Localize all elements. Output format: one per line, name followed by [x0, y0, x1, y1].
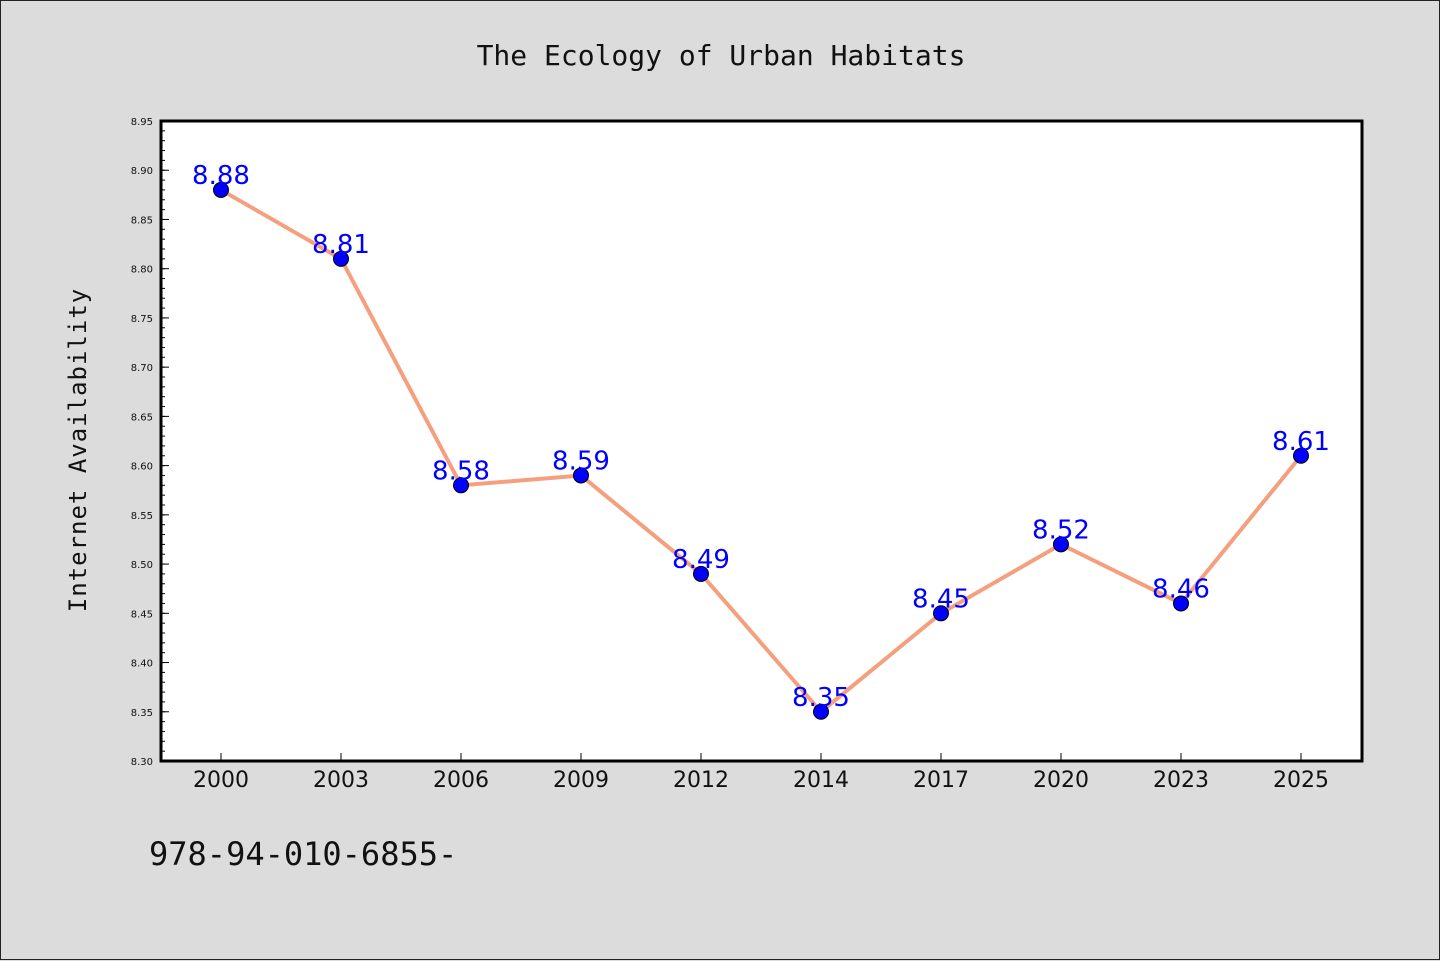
data-label: 8.58	[432, 456, 490, 486]
y-tick-label: 8.45	[131, 609, 153, 620]
data-point	[453, 477, 469, 494]
y-axis-ticks: 8.30 8.35 8.40 8.45 8.50 8.55 8.60 8.65 8.70 8.75…	[131, 117, 169, 768]
data-label: 8.81	[312, 230, 370, 260]
x-tick-label: 2014	[793, 768, 849, 793]
data-label: 8.88	[192, 161, 250, 191]
x-tick-label: 2025	[1273, 768, 1329, 793]
y-tick-label: 8.55	[131, 511, 153, 522]
y-axis-label: Internet Availability	[64, 288, 92, 612]
x-tick-label: 2012	[673, 768, 729, 793]
data-point	[1173, 595, 1189, 612]
x-tick-label: 2003	[313, 768, 369, 793]
data-label: 8.61	[1272, 427, 1330, 457]
y-tick-label: 8.80	[131, 265, 153, 276]
series-line	[220, 188, 1303, 714]
data-point	[693, 565, 709, 582]
data-point	[1053, 536, 1069, 553]
x-axis-ticks: 2000 2003 2006 2009 2012 2014 2017 2020 2023 2025	[193, 753, 1329, 793]
chart-title: The Ecology of Urban Habitats	[477, 39, 966, 72]
data-label: 8.45	[912, 584, 970, 614]
data-point	[813, 703, 829, 720]
y-tick-label: 8.65	[131, 412, 153, 423]
data-label: 8.59	[552, 446, 610, 476]
x-tick-label: 2017	[913, 768, 969, 793]
x-tick-label: 2006	[433, 768, 489, 793]
x-tick-label: 2009	[553, 768, 609, 793]
data-label: 8.46	[1152, 574, 1210, 604]
series-line-group	[213, 181, 1309, 720]
data-point	[1293, 447, 1309, 464]
y-tick-label: 8.85	[131, 215, 153, 226]
data-point	[573, 467, 589, 484]
data-label: 8.35	[792, 683, 850, 713]
y-tick-label: 8.60	[131, 462, 153, 473]
data-point	[333, 250, 349, 267]
x-tick-label: 2000	[193, 768, 249, 793]
footnote-isbn: 978-94-010-6855-	[149, 835, 457, 873]
plot-area	[159, 119, 1364, 763]
y-tick-label: 8.30	[131, 757, 153, 768]
x-tick-label: 2020	[1033, 768, 1089, 793]
data-label: 8.49	[672, 545, 730, 575]
y-tick-label: 8.35	[131, 708, 153, 719]
y-tick-label: 8.90	[131, 166, 153, 177]
data-point	[213, 181, 229, 198]
y-tick-label: 8.70	[131, 363, 153, 374]
y-tick-label: 8.50	[131, 560, 153, 571]
data-label: 8.52	[1032, 515, 1090, 545]
y-tick-label: 8.75	[131, 314, 153, 325]
y-tick-label: 8.95	[131, 117, 153, 128]
y-tick-label: 8.40	[131, 659, 153, 670]
data-point	[933, 605, 949, 622]
data-labels-group: 8.88 8.81 8.58 8.59 8.49 8.35 8.45 8.52 8.46 8.61	[192, 161, 1330, 713]
x-tick-label: 2023	[1153, 768, 1209, 793]
